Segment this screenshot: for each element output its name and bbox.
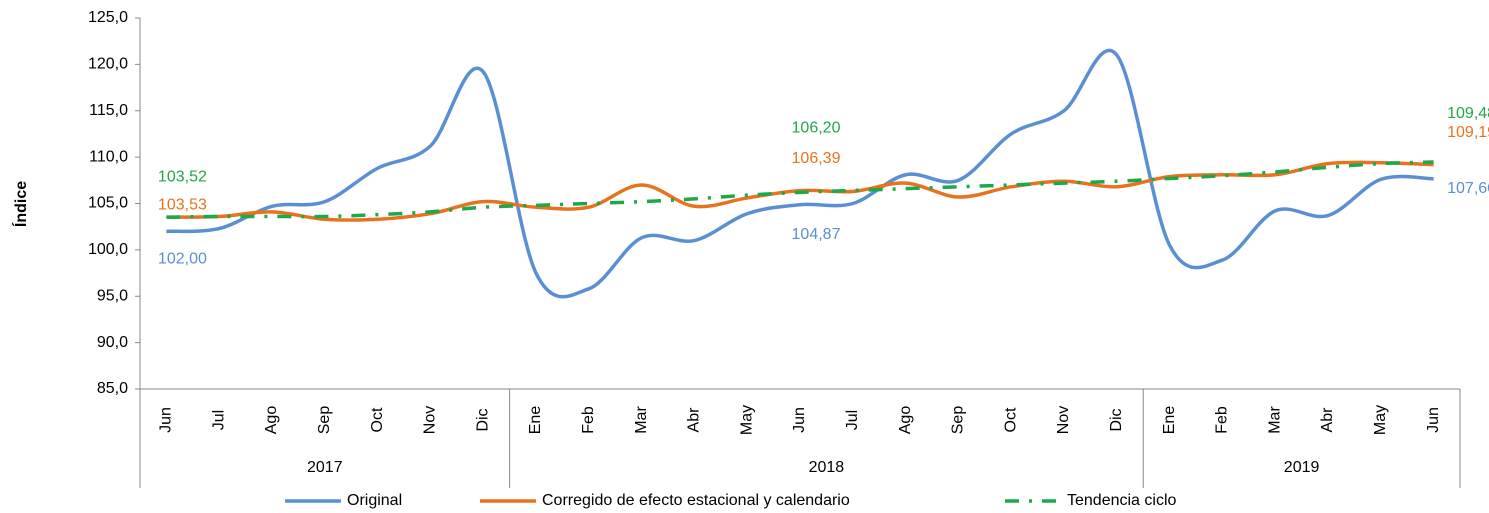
data-label: 107,66 [1447, 180, 1489, 197]
data-label: 106,39 [792, 150, 841, 167]
x-tick-label: Mar [633, 406, 650, 434]
series-line [166, 160, 1434, 219]
x-tick-label: Nov [1055, 406, 1072, 434]
y-tick-label: 115,0 [89, 102, 128, 119]
x-tick-label: Feb [1214, 406, 1231, 434]
x-tick-label: Sep [950, 406, 967, 435]
x-tick-label: Mar [1266, 406, 1283, 434]
y-axis-title: Índice [11, 181, 30, 227]
x-tick-label: Abr [686, 407, 703, 433]
x-tick-label: Jun [791, 407, 808, 433]
y-tick-label: 85,0 [97, 380, 128, 397]
x-tick-label: May [738, 405, 755, 435]
x-tick-label: Jul [210, 410, 227, 430]
data-label: 104,87 [792, 226, 841, 243]
data-label: 109,48 [1447, 105, 1489, 122]
y-tick-label: 120,0 [88, 56, 128, 73]
x-tick-label: Dic [1108, 408, 1125, 431]
x-tick-label: Ene [1161, 406, 1178, 435]
group-label: 2018 [809, 459, 845, 476]
series-line [166, 160, 1434, 222]
x-tick-label: Jun [1425, 407, 1442, 433]
x-tick-label: Jun [158, 407, 175, 433]
data-label: 103,52 [158, 168, 207, 185]
x-tick-label: Abr [1319, 407, 1336, 433]
data-label: 106,20 [792, 120, 841, 137]
x-tick-label: Ene [527, 406, 544, 435]
x-tick-label: Nov [422, 406, 439, 434]
x-tick-label: Oct [1002, 407, 1019, 432]
y-tick-label: 105,0 [88, 195, 128, 212]
legend-label: Original [347, 492, 402, 509]
y-tick-label: 90,0 [97, 334, 128, 351]
data-label: 102,00 [158, 251, 207, 268]
series-line [166, 48, 1434, 299]
x-tick-label: Feb [580, 406, 597, 434]
y-tick-label: 125,0 [88, 9, 128, 26]
data-label: 109,19 [1447, 124, 1489, 141]
group-label: 2019 [1284, 459, 1320, 476]
x-tick-label: Oct [369, 407, 386, 432]
y-tick-label: 110,0 [89, 148, 128, 165]
y-tick-label: 95,0 [97, 287, 128, 304]
x-tick-label: Jul [844, 410, 861, 430]
x-tick-label: Ago [263, 406, 280, 435]
legend-label: Corregido de efecto estacional y calenda… [542, 492, 850, 509]
x-tick-label: Dic [474, 408, 491, 431]
y-tick-label: 100,0 [88, 241, 128, 258]
legend-label: Tendencia ciclo [1067, 492, 1177, 509]
data-label: 103,53 [158, 196, 207, 213]
x-tick-label: Ago [897, 406, 914, 435]
x-tick-label: Sep [316, 406, 333, 435]
group-label: 2017 [307, 459, 343, 476]
x-tick-label: May [1372, 405, 1389, 435]
